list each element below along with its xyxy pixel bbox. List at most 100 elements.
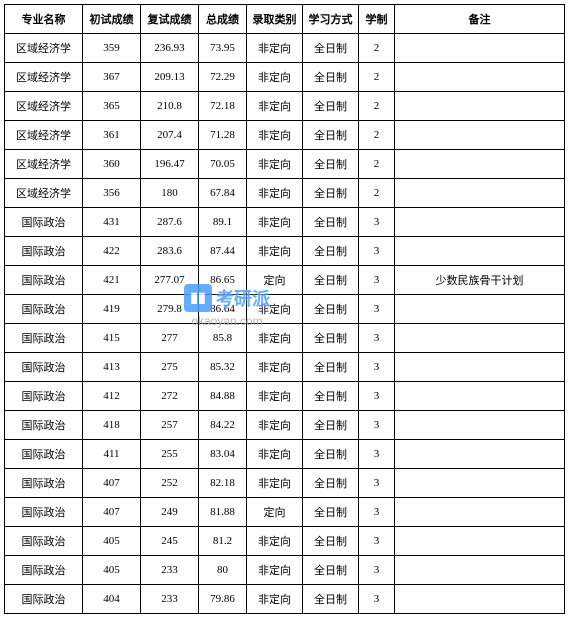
cell-category: 非定向 [247, 34, 303, 63]
cell-mode: 全日制 [303, 411, 359, 440]
cell-total: 72.18 [199, 92, 247, 121]
cell-score1: 360 [83, 150, 141, 179]
cell-remark [395, 237, 565, 266]
table-row: 区域经济学359236.9373.95非定向全日制2 [5, 34, 565, 63]
cell-duration: 3 [359, 556, 395, 585]
cell-remark [395, 585, 565, 614]
cell-major: 国际政治 [5, 527, 83, 556]
cell-remark [395, 527, 565, 556]
cell-mode: 全日制 [303, 179, 359, 208]
column-header-major: 专业名称 [5, 5, 83, 34]
table-row: 国际政治40523380非定向全日制3 [5, 556, 565, 585]
cell-category: 非定向 [247, 585, 303, 614]
cell-total: 86.64 [199, 295, 247, 324]
cell-remark [395, 498, 565, 527]
cell-score2: 255 [141, 440, 199, 469]
table-row: 区域经济学365210.872.18非定向全日制2 [5, 92, 565, 121]
table-row: 国际政治431287.689.1非定向全日制3 [5, 208, 565, 237]
cell-category: 非定向 [247, 469, 303, 498]
cell-major: 区域经济学 [5, 92, 83, 121]
cell-duration: 2 [359, 92, 395, 121]
cell-score2: 209.13 [141, 63, 199, 92]
table-header: 专业名称初试成绩复试成绩总成绩录取类别学习方式学制备注 [5, 5, 565, 34]
table-row: 国际政治421277.0786.65定向全日制3少数民族骨干计划 [5, 266, 565, 295]
cell-total: 70.05 [199, 150, 247, 179]
cell-duration: 3 [359, 295, 395, 324]
cell-major: 国际政治 [5, 469, 83, 498]
cell-score2: 249 [141, 498, 199, 527]
cell-score2: 279.8 [141, 295, 199, 324]
cell-remark [395, 63, 565, 92]
cell-score1: 422 [83, 237, 141, 266]
cell-score1: 419 [83, 295, 141, 324]
cell-total: 85.32 [199, 353, 247, 382]
table-row: 国际政治41327585.32非定向全日制3 [5, 353, 565, 382]
cell-total: 81.88 [199, 498, 247, 527]
cell-remark [395, 382, 565, 411]
cell-remark [395, 208, 565, 237]
cell-score1: 405 [83, 556, 141, 585]
cell-remark [395, 121, 565, 150]
cell-score2: 210.8 [141, 92, 199, 121]
cell-score2: 275 [141, 353, 199, 382]
cell-category: 非定向 [247, 324, 303, 353]
table-row: 区域经济学367209.1372.29非定向全日制2 [5, 63, 565, 92]
table-row: 国际政治40423379.86非定向全日制3 [5, 585, 565, 614]
cell-major: 国际政治 [5, 295, 83, 324]
cell-duration: 3 [359, 237, 395, 266]
cell-duration: 3 [359, 440, 395, 469]
cell-category: 非定向 [247, 353, 303, 382]
table-row: 国际政治41227284.88非定向全日制3 [5, 382, 565, 411]
cell-mode: 全日制 [303, 34, 359, 63]
cell-score2: 277.07 [141, 266, 199, 295]
cell-remark [395, 469, 565, 498]
table-body: 区域经济学359236.9373.95非定向全日制2区域经济学367209.13… [5, 34, 565, 614]
cell-remark [395, 440, 565, 469]
cell-mode: 全日制 [303, 121, 359, 150]
cell-category: 非定向 [247, 527, 303, 556]
cell-major: 区域经济学 [5, 179, 83, 208]
cell-remark [395, 34, 565, 63]
cell-category: 非定向 [247, 237, 303, 266]
cell-score1: 407 [83, 498, 141, 527]
cell-score2: 233 [141, 585, 199, 614]
cell-duration: 2 [359, 121, 395, 150]
table-row: 区域经济学35618067.84非定向全日制2 [5, 179, 565, 208]
cell-total: 82.18 [199, 469, 247, 498]
cell-mode: 全日制 [303, 92, 359, 121]
cell-duration: 2 [359, 179, 395, 208]
cell-score1: 415 [83, 324, 141, 353]
table-row: 区域经济学361207.471.28非定向全日制2 [5, 121, 565, 150]
cell-major: 国际政治 [5, 498, 83, 527]
cell-major: 国际政治 [5, 382, 83, 411]
table-container: 专业名称初试成绩复试成绩总成绩录取类别学习方式学制备注 区域经济学359236.… [4, 4, 565, 614]
column-header-score2: 复试成绩 [141, 5, 199, 34]
cell-mode: 全日制 [303, 208, 359, 237]
cell-category: 非定向 [247, 150, 303, 179]
cell-score1: 407 [83, 469, 141, 498]
cell-score2: 277 [141, 324, 199, 353]
table-row: 国际政治40524581.2非定向全日制3 [5, 527, 565, 556]
cell-mode: 全日制 [303, 556, 359, 585]
cell-score1: 411 [83, 440, 141, 469]
cell-score2: 196.47 [141, 150, 199, 179]
table-row: 国际政治419279.886.64非定向全日制3 [5, 295, 565, 324]
cell-mode: 全日制 [303, 382, 359, 411]
table-row: 国际政治422283.687.44非定向全日制3 [5, 237, 565, 266]
cell-major: 国际政治 [5, 324, 83, 353]
cell-remark [395, 295, 565, 324]
cell-duration: 3 [359, 411, 395, 440]
cell-score1: 356 [83, 179, 141, 208]
cell-score2: 245 [141, 527, 199, 556]
cell-duration: 3 [359, 585, 395, 614]
cell-total: 71.28 [199, 121, 247, 150]
cell-duration: 3 [359, 498, 395, 527]
cell-mode: 全日制 [303, 440, 359, 469]
cell-duration: 3 [359, 266, 395, 295]
cell-mode: 全日制 [303, 237, 359, 266]
table-row: 区域经济学360196.4770.05非定向全日制2 [5, 150, 565, 179]
cell-total: 79.86 [199, 585, 247, 614]
cell-score1: 405 [83, 527, 141, 556]
table-row: 国际政治40724981.88定向全日制3 [5, 498, 565, 527]
cell-score1: 361 [83, 121, 141, 150]
